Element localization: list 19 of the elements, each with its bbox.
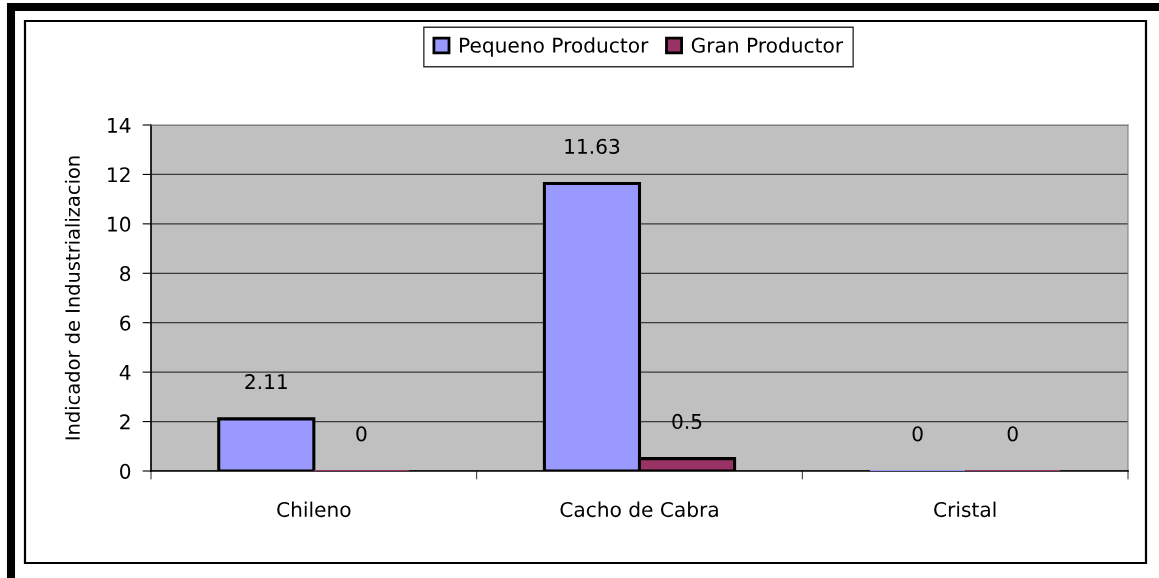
x-tick-label: Chileno	[277, 501, 351, 518]
data-label: 11.63	[565, 138, 620, 154]
legend-label: Gran Productor	[691, 37, 844, 53]
y-tick-label: 8	[120, 265, 131, 282]
legend-label: Pequeno Productor	[460, 37, 649, 57]
data-label: 2.11	[245, 374, 287, 389]
x-tick-label: Cacho de Cabra	[560, 501, 718, 518]
x-tick-label: Cristal	[934, 501, 996, 518]
y-tick-label: 6	[120, 315, 131, 331]
y-tick-label: 2	[120, 414, 130, 430]
data-label: 0	[1007, 426, 1018, 442]
y-tick-label: 10	[108, 216, 131, 232]
data-label: 0	[912, 426, 923, 442]
data-label: 0	[356, 426, 367, 442]
y-tick-label: 14	[108, 117, 131, 133]
y-tick-label: 0	[120, 463, 131, 479]
y-tick-label: 12	[108, 167, 130, 183]
y-axis-title: Indicador de Industrializacion	[64, 156, 80, 440]
y-tick-label: 4	[119, 365, 131, 380]
